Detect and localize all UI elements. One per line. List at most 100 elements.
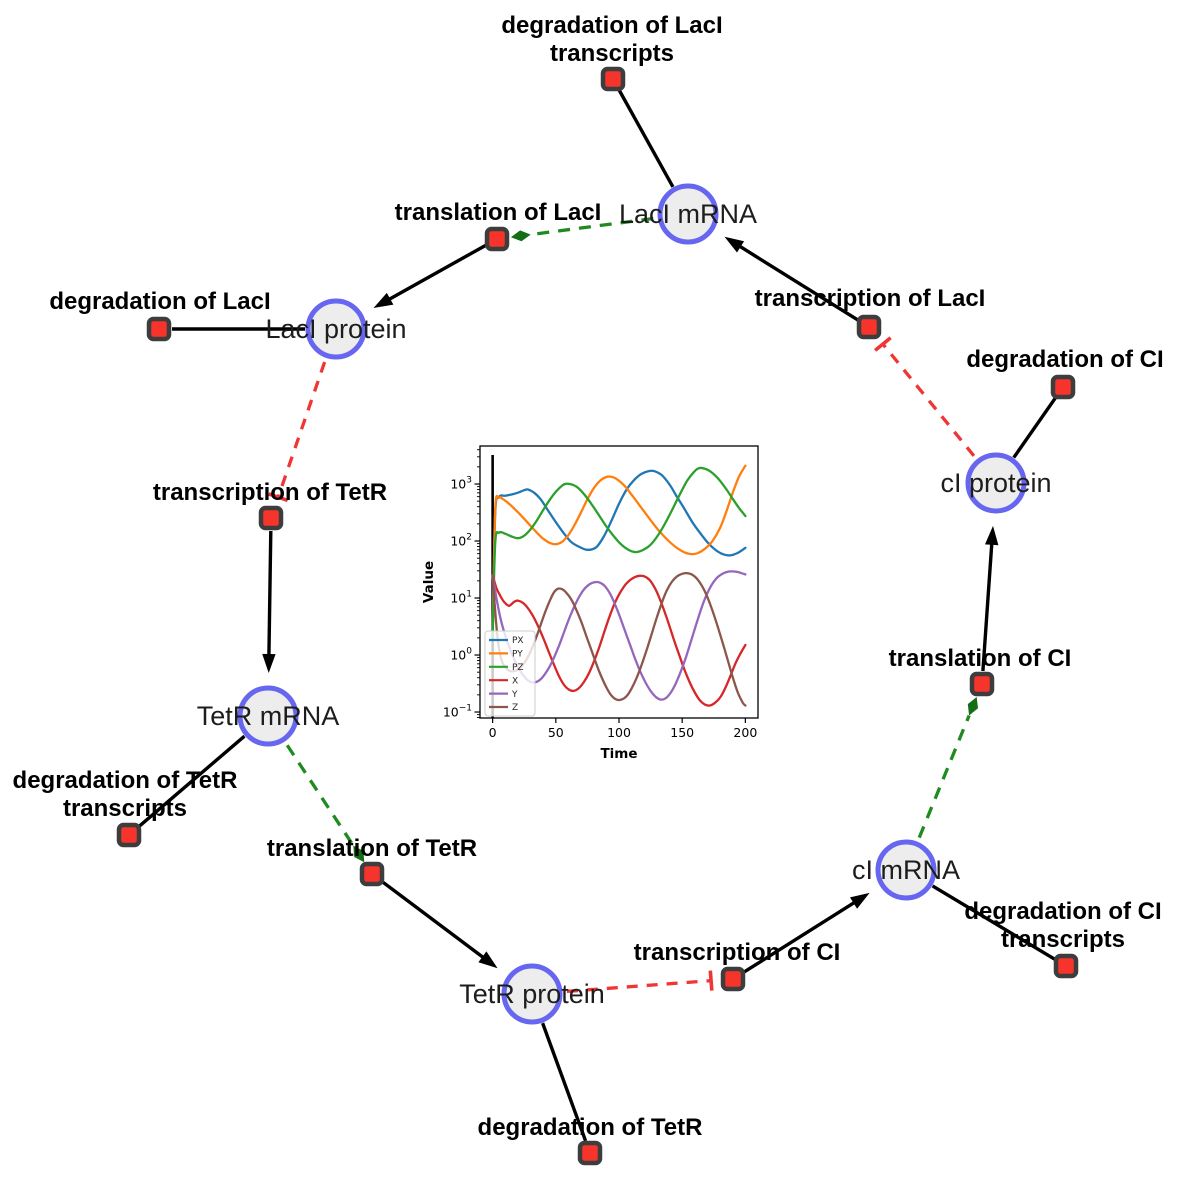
edge-tl_laci-laci_protein — [373, 243, 487, 308]
reaction-node-deg_tetr_tx[interactable] — [116, 822, 142, 848]
edge-ci_mrna-tl_ci — [917, 697, 978, 839]
edge-ci_mrna-deg_ci_tx — [931, 884, 1056, 961]
modifier-edge-line — [285, 744, 355, 847]
reaction-label-deg_laci_tx: transcripts — [550, 40, 674, 67]
legend-label-Z: Z — [512, 703, 518, 713]
reaction-node-deg_ci[interactable] — [1050, 374, 1076, 400]
species-node-laci_protein[interactable] — [305, 298, 367, 360]
product-edge-line — [737, 243, 859, 322]
edges-layer — [137, 89, 1057, 1142]
species-label-laci_mrna: LacI mRNA — [619, 199, 757, 229]
x-tick-label: 200 — [733, 725, 757, 740]
edge-tc_ci-ci_mrna — [743, 892, 870, 974]
plot-background — [422, 436, 780, 818]
reaction-node-deg_laci[interactable] — [146, 316, 172, 342]
reaction-node-tl_tetr[interactable] — [359, 861, 385, 887]
reaction-node-tc_tetr[interactable] — [258, 505, 284, 531]
species-label-laci_protein: LacI protein — [265, 314, 406, 344]
reactant-edge-line — [541, 1022, 588, 1142]
timeseries-plot: 0 50 100 150 20010310210110010−1TimeValuePXP… — [421, 436, 780, 818]
x-tick-label: 150 — [670, 725, 694, 740]
edge-tetr_protein-deg_tetr — [541, 1022, 588, 1142]
edge-ci_protein-deg_ci — [1012, 396, 1057, 459]
reaction-node-deg_ci_tx[interactable] — [1053, 953, 1079, 979]
reaction-label-tc_ci: transcription of CI — [634, 939, 841, 966]
reaction-label-tc_tetr: transcription of TetR — [153, 479, 387, 506]
reaction-label-deg_ci: degradation of CI — [966, 346, 1163, 373]
inhibition-edge-line — [881, 343, 976, 457]
reaction-label-deg_tetr_tx: transcripts — [63, 795, 187, 822]
reaction-node-deg_laci_tx[interactable] — [600, 66, 626, 92]
reactant-edge-line — [617, 89, 675, 188]
product-arrowhead-icon — [262, 653, 276, 673]
edge-laci_mrna-tl_laci — [510, 216, 654, 242]
reaction-label-deg_tetr: degradation of TetR — [478, 1114, 703, 1141]
labels-layer: LacI mRNA LacI protein cI protein TetR mRNA… — [13, 12, 1164, 1141]
edge-laci_protein-tc_tetr — [268, 361, 327, 503]
species-node-tetr_mrna[interactable] — [237, 685, 299, 747]
species-label-tetr_protein: TetR protein — [459, 979, 605, 1009]
reaction-label-deg_ci_tx: transcripts — [1001, 926, 1125, 953]
reactant-edge-line — [931, 884, 1056, 961]
inhibition-tee-icon — [268, 492, 289, 503]
legend-label-X: X — [512, 676, 518, 686]
axes-spines — [479, 445, 759, 719]
series-line-X — [491, 574, 747, 707]
series-line-PZ — [491, 466, 747, 640]
edge-tl_ci-ci_protein — [981, 525, 999, 672]
reactant-edge-line — [1012, 396, 1057, 459]
species-node-ci_protein[interactable] — [965, 452, 1027, 514]
reaction-label-deg_laci: degradation of LacI — [49, 288, 270, 315]
nodes-layer — [116, 66, 1079, 1166]
reaction-label-tl_tetr: translation of TetR — [267, 835, 477, 862]
product-arrowhead-icon — [373, 292, 394, 308]
product-edge-line — [267, 530, 273, 658]
reaction-node-tl_laci[interactable] — [484, 226, 510, 252]
x-axis-label: Time — [600, 746, 637, 762]
inhibition-tee-icon — [708, 970, 714, 991]
reaction-label-deg_laci_tx: degradation of LacI — [501, 12, 722, 39]
legend-label-PZ: PZ — [512, 663, 524, 673]
reaction-label-deg_ci_tx: degradation of CI — [964, 898, 1161, 925]
edge-tc_laci-laci_mrna — [724, 236, 859, 322]
edge-laci_mrna-deg_laci_tx — [617, 89, 675, 188]
x-tick-label: 0 — [489, 725, 497, 740]
reaction-node-tc_ci[interactable] — [720, 966, 746, 992]
reaction-node-deg_tetr[interactable] — [577, 1140, 603, 1166]
x-tick-label: 50 — [548, 725, 564, 740]
reaction-node-tc_laci[interactable] — [856, 314, 882, 340]
species-node-tetr_protein[interactable] — [501, 963, 563, 1025]
species-label-ci_mrna: cI mRNA — [852, 855, 960, 885]
edge-ci_protein-tc_laci — [873, 336, 976, 457]
product-arrowhead-icon — [850, 892, 870, 909]
series-line-PY — [491, 464, 747, 640]
product-edge-line — [381, 880, 486, 960]
species-node-ci_mrna[interactable] — [875, 839, 937, 901]
species-label-ci_protein: cI protein — [940, 468, 1051, 498]
y-axis-label: Value — [421, 561, 437, 603]
product-edge-line — [981, 541, 994, 672]
legend-label-PX: PX — [512, 636, 524, 646]
legend: PX PY PZ XYZ — [484, 630, 536, 717]
series-layer — [491, 455, 747, 718]
modifier-diamond-icon — [353, 845, 365, 863]
inhibition-edge-line — [566, 978, 712, 994]
legend-box — [484, 630, 536, 717]
product-arrowhead-icon — [478, 951, 498, 969]
modifier-edge-line — [917, 714, 971, 839]
legend-label-Y: Y — [511, 690, 518, 700]
modifier-diamond-icon — [510, 230, 531, 242]
edge-tetr_mrna-tl_tetr — [285, 744, 365, 863]
reaction-label-tl_laci: translation of LacI — [395, 199, 602, 226]
product-edge-line — [386, 243, 487, 302]
product-arrowhead-icon — [724, 236, 745, 253]
inhibition-tee-icon — [873, 336, 892, 352]
reaction-label-deg_tetr_tx: degradation of TetR — [13, 767, 238, 794]
edge-tc_tetr-tetr_mrna — [262, 530, 276, 673]
legend-label-PY: PY — [512, 650, 523, 660]
reaction-label-tl_ci: translation of CI — [889, 645, 1072, 672]
product-arrowhead-icon — [985, 525, 999, 546]
reaction-node-tl_ci[interactable] — [969, 671, 995, 697]
species-node-laci_mrna[interactable] — [657, 183, 719, 245]
